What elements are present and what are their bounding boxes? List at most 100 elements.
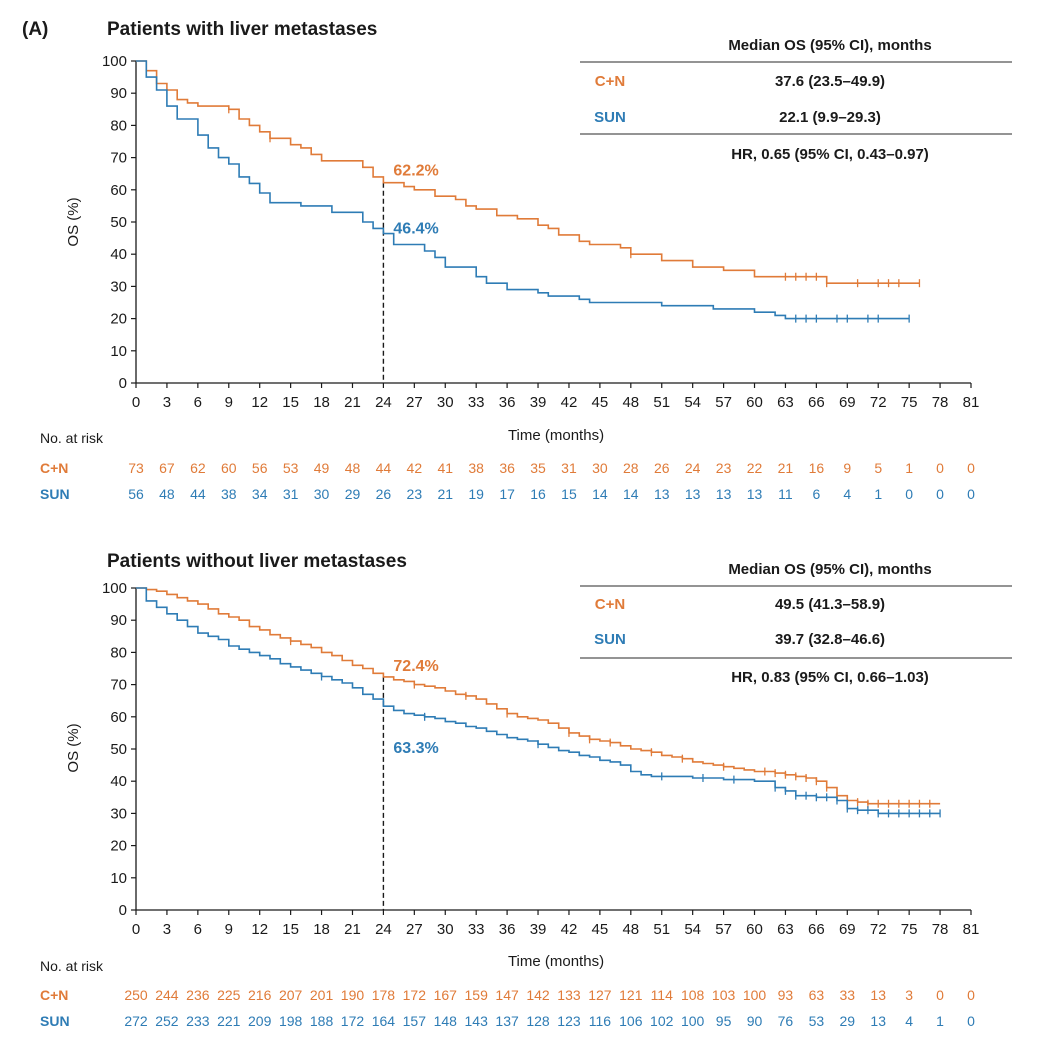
risk-count-sun: 30 — [314, 486, 330, 502]
km-curve-sun — [136, 60, 910, 320]
risk-count-sun: 143 — [465, 1013, 489, 1029]
x-tick-label: 60 — [746, 394, 763, 411]
risk-count-sun: 13 — [654, 486, 670, 502]
y-tick-label: 70 — [110, 677, 127, 694]
risk-count-sun: 15 — [561, 486, 577, 502]
risk-count-cn: 49 — [314, 460, 330, 476]
risk-count-sun: 172 — [341, 1013, 365, 1029]
legend-row-value-sun: 39.7 (32.8–46.6) — [775, 631, 885, 648]
x-tick-label: 18 — [313, 394, 330, 411]
y-tick-label: 90 — [110, 85, 127, 102]
y-axis-label: OS (%) — [65, 197, 82, 246]
x-tick-label: 42 — [561, 394, 578, 411]
y-tick-label: 60 — [110, 709, 127, 726]
risk-count-sun: 13 — [870, 1013, 886, 1029]
x-tick-label: 24 — [375, 394, 392, 411]
x-tick-label: 15 — [282, 394, 299, 411]
legend-row-label-sun: SUN — [594, 109, 626, 126]
x-tick-label: 18 — [313, 921, 330, 938]
y-tick-label: 20 — [110, 838, 127, 855]
risk-count-sun: 116 — [589, 1013, 612, 1029]
risk-count-cn: 28 — [623, 460, 639, 476]
x-tick-label: 9 — [225, 921, 233, 938]
x-tick-label: 45 — [592, 921, 609, 938]
risk-count-sun: 137 — [495, 1013, 519, 1029]
risk-count-sun: 0 — [967, 1013, 975, 1029]
risk-count-cn: 21 — [778, 460, 794, 476]
risk-count-cn: 16 — [809, 460, 825, 476]
x-tick-label: 21 — [344, 394, 361, 411]
risk-count-sun: 0 — [905, 486, 913, 502]
y-tick-label: 0 — [119, 902, 127, 919]
risk-count-sun: 221 — [217, 1013, 241, 1029]
y-tick-label: 60 — [110, 182, 127, 199]
risk-count-cn: 36 — [499, 460, 515, 476]
risk-count-cn: 207 — [279, 987, 303, 1003]
risk-row-label-cn: C+N — [40, 987, 68, 1003]
y-tick-label: 90 — [110, 612, 127, 629]
x-tick-label: 27 — [406, 394, 423, 411]
risk-count-cn: 22 — [747, 460, 763, 476]
y-tick-label: 50 — [110, 741, 127, 758]
risk-count-sun: 29 — [345, 486, 361, 502]
risk-count-cn: 48 — [345, 460, 361, 476]
x-tick-label: 57 — [715, 394, 732, 411]
y-tick-label: 40 — [110, 246, 127, 263]
risk-count-cn: 103 — [712, 987, 736, 1003]
x-tick-label: 15 — [282, 921, 299, 938]
km-curve-sun — [136, 587, 941, 815]
x-tick-label: 30 — [437, 394, 454, 411]
km-curve-cn — [136, 60, 920, 284]
risk-count-sun: 4 — [905, 1013, 913, 1029]
risk-count-sun: 90 — [747, 1013, 763, 1029]
risk-row-label-sun: SUN — [40, 486, 70, 502]
x-tick-label: 72 — [870, 394, 887, 411]
risk-count-cn: 56 — [252, 460, 268, 476]
risk-count-sun: 29 — [840, 1013, 856, 1029]
risk-count-cn: 42 — [407, 460, 423, 476]
x-tick-label: 75 — [901, 921, 918, 938]
risk-count-cn: 114 — [651, 987, 674, 1003]
x-tick-label: 69 — [839, 921, 856, 938]
x-tick-label: 6 — [194, 921, 202, 938]
x-tick-label: 36 — [499, 921, 516, 938]
risk-count-cn: 127 — [588, 987, 612, 1003]
risk-count-sun: 1 — [936, 1013, 944, 1029]
risk-count-cn: 250 — [124, 987, 148, 1003]
risk-count-sun: 14 — [623, 486, 639, 502]
legend-row-value-sun: 22.1 (9.9–29.3) — [779, 109, 881, 126]
chart-title: Patients with liver metastases — [107, 19, 377, 40]
risk-count-sun: 76 — [778, 1013, 794, 1029]
y-tick-label: 70 — [110, 150, 127, 167]
legend-row-label-cn: C+N — [595, 73, 625, 90]
annotation-cn: 62.2% — [393, 163, 438, 180]
risk-count-sun: 123 — [557, 1013, 581, 1029]
risk-count-sun: 56 — [128, 486, 144, 502]
legend-row-value-cn: 49.5 (41.3–58.9) — [775, 596, 885, 613]
x-tick-label: 75 — [901, 394, 918, 411]
x-tick-label: 39 — [530, 921, 547, 938]
x-tick-label: 45 — [592, 394, 609, 411]
x-tick-label: 33 — [468, 394, 485, 411]
risk-count-cn: 0 — [967, 460, 975, 476]
risk-count-cn: 142 — [526, 987, 550, 1003]
x-tick-label: 48 — [622, 394, 639, 411]
risk-count-sun: 38 — [221, 486, 237, 502]
x-tick-label: 51 — [653, 921, 670, 938]
legend-table-header: Median OS (95% CI), months — [728, 561, 931, 578]
risk-count-sun: 128 — [526, 1013, 550, 1029]
risk-count-cn: 35 — [530, 460, 546, 476]
x-tick-label: 24 — [375, 921, 392, 938]
risk-count-sun: 11 — [778, 486, 793, 502]
x-tick-label: 66 — [808, 394, 825, 411]
x-tick-label: 63 — [777, 394, 794, 411]
annotation-sun: 63.3% — [393, 740, 438, 757]
y-tick-label: 20 — [110, 311, 127, 328]
risk-count-sun: 95 — [716, 1013, 732, 1029]
risk-count-cn: 3 — [905, 987, 913, 1003]
x-tick-label: 78 — [932, 394, 949, 411]
legend-row-label-cn: C+N — [595, 596, 625, 613]
x-tick-label: 33 — [468, 921, 485, 938]
risk-count-sun: 44 — [190, 486, 206, 502]
risk-table-label: No. at risk — [40, 958, 104, 974]
